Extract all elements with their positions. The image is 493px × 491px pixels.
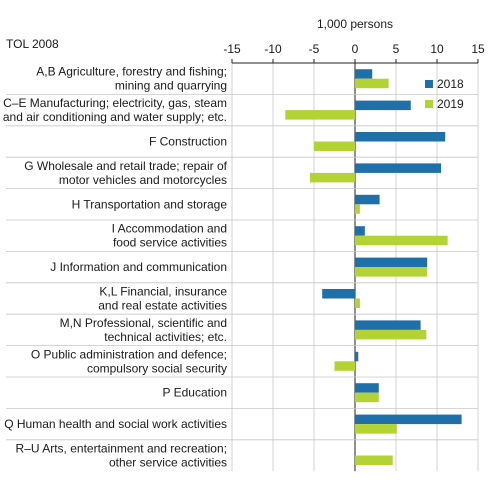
bar-2019 xyxy=(285,110,355,120)
category-label: food service activities xyxy=(113,236,227,250)
x-tick-label: 10 xyxy=(430,42,444,56)
bar-2019 xyxy=(309,172,355,183)
category-label: and real estate activities xyxy=(98,299,227,313)
category-label: F Construction xyxy=(149,135,227,149)
x-tick-label: 15 xyxy=(471,42,485,56)
legend-swatch-2019 xyxy=(425,100,433,108)
bar-2018 xyxy=(355,163,442,173)
bar-2018 xyxy=(355,320,421,330)
bar-2019 xyxy=(355,424,397,434)
bar-2018 xyxy=(355,69,373,79)
unit-label: 1,000 persons xyxy=(317,17,393,31)
x-tick-label: 0 xyxy=(352,42,359,56)
bar-2018 xyxy=(355,383,379,393)
bar-2019 xyxy=(355,298,360,308)
bar-2019 xyxy=(334,361,355,371)
category-separators xyxy=(6,94,478,441)
legend: 2018 2019 xyxy=(425,77,464,111)
category-label: P Education xyxy=(163,386,228,400)
bar-2018 xyxy=(355,351,359,362)
category-label: and air conditioning and water supply; e… xyxy=(3,110,227,124)
bar-2018 xyxy=(355,132,446,142)
bar-2018 xyxy=(355,257,428,268)
x-tick-label: -15 xyxy=(223,42,241,56)
labels: -15 -10 -5 0 5 10 15 1,000 persons TOL 2008 A,B A… xyxy=(3,17,485,470)
bar-2019 xyxy=(355,392,379,403)
bar-2018 xyxy=(355,226,365,236)
category-label: C–E Manufacturing; electricity, gas, ste… xyxy=(3,96,227,110)
bar-2019 xyxy=(355,78,389,89)
category-label: I Accommodation and xyxy=(112,222,227,236)
x-tick-label: -5 xyxy=(309,42,320,56)
bar-2018 xyxy=(355,194,380,205)
category-label: mining and quarrying xyxy=(115,79,227,93)
category-label: technical activities; etc. xyxy=(104,330,227,344)
bar-2019 xyxy=(355,329,427,340)
legend-label-2019: 2019 xyxy=(437,97,464,111)
legend-label-2018: 2018 xyxy=(437,77,464,91)
bar-2019 xyxy=(355,235,448,246)
bars xyxy=(285,69,462,465)
category-label: K,L Financial, insurance xyxy=(99,285,227,299)
bar-2019 xyxy=(355,204,360,214)
category-label: G Wholesale and retail trade; repair of xyxy=(24,159,227,173)
x-tick-label: 5 xyxy=(393,42,400,56)
category-label: O Public administration and defence; xyxy=(31,347,227,361)
bar-2018 xyxy=(355,414,462,425)
category-header: TOL 2008 xyxy=(6,37,59,51)
bar-2019 xyxy=(314,141,355,151)
bar-2018 xyxy=(322,289,355,299)
category-label: M,N Professional, scientific and xyxy=(60,316,227,330)
bar-2018 xyxy=(355,100,411,111)
category-label: J Information and communication xyxy=(50,260,227,274)
bar-2019 xyxy=(355,455,393,465)
category-label: A,B Agriculture, forestry and fishing; xyxy=(36,65,227,79)
category-label: H Transportation and storage xyxy=(72,197,228,211)
category-label: motor vehicles and motorcycles xyxy=(59,173,227,187)
category-label: compulsory social security xyxy=(87,361,227,375)
legend-swatch-2018 xyxy=(425,80,433,88)
category-label: other service activities xyxy=(109,456,227,470)
category-label: R–U Arts, entertainment and recreation; xyxy=(16,442,227,456)
x-tick-label: -10 xyxy=(264,42,282,56)
category-label: Q Human health and social work activitie… xyxy=(4,417,227,431)
bar-2019 xyxy=(355,267,428,277)
